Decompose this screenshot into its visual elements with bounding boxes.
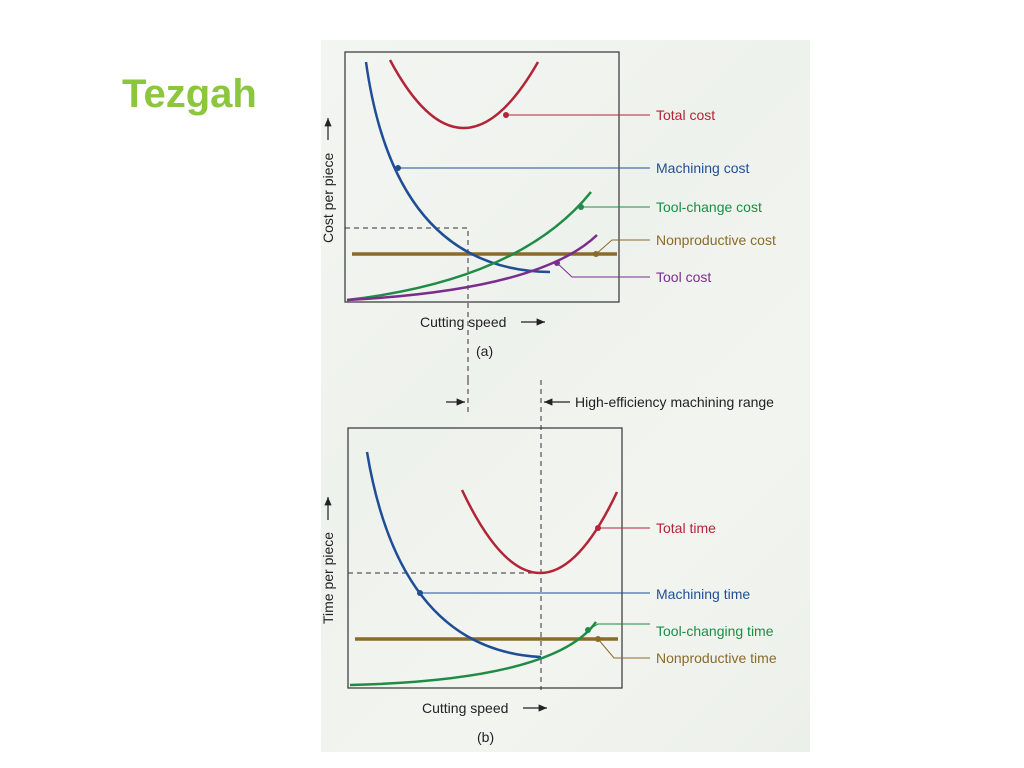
panel-a-xlabel: Cutting speed [420, 314, 506, 330]
panel-a-caption: (a) [476, 343, 493, 359]
panel-a-machining-curve [364, 61, 551, 274]
panel-b-machining-label: Machining time [656, 586, 750, 602]
panel-a-ylabel: Cost per piece [320, 153, 336, 243]
panel-a-tool-label: Tool cost [656, 269, 711, 285]
panel-b-total-label: Total time [656, 520, 716, 536]
panel-a-total-curve [388, 59, 540, 130]
panel-a-machining-label: Machining cost [656, 160, 749, 176]
panel-a-tool-change-label: Tool-change cost [656, 199, 762, 215]
panel-b-ylabel: Time per piece [320, 532, 336, 624]
range-label: High-efficiency machining range [575, 394, 774, 410]
panel-b-xlabel: Cutting speed [422, 700, 508, 716]
figure-background [321, 40, 810, 752]
panel-a-tool-curve [346, 234, 598, 302]
panel-b-frame [347, 427, 623, 689]
panel-a-nonproductive-label: Nonproductive cost [656, 232, 776, 248]
panel-b-caption: (b) [477, 729, 494, 745]
panel-a-dashed-guide [345, 227, 469, 380]
panel-b-total-curve [460, 489, 619, 575]
panel-b-machining-curve [365, 451, 542, 659]
panel-b-tool-change-curve [349, 621, 598, 687]
slide-title: Tezgah [122, 72, 257, 116]
panel-a-tool-change-curve [346, 191, 592, 302]
panel-a-total-label: Total cost [656, 107, 715, 123]
panel-b-leaders [417, 525, 650, 659]
panel-a-frame [344, 51, 620, 303]
panel-b-tool-change-label: Tool-changing time [656, 623, 774, 639]
panel-a-leaders [395, 112, 650, 278]
panel-b-nonproductive-label: Nonproductive time [656, 650, 777, 666]
